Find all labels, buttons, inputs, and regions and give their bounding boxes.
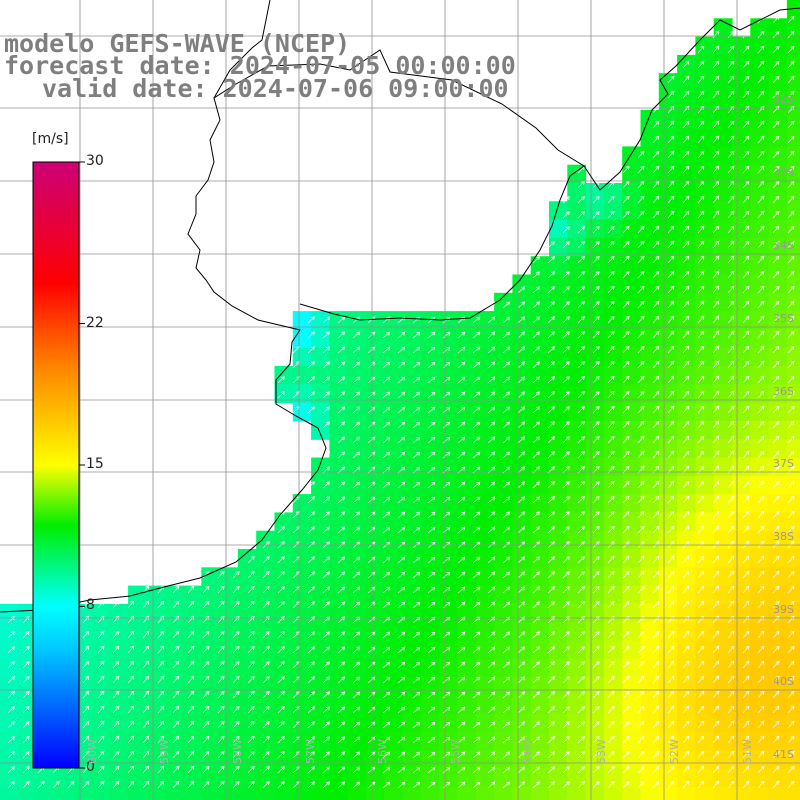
latitude-label: 36S — [773, 385, 794, 398]
valid-date: valid date: 2024-07-06 09:00:00 — [42, 74, 509, 103]
coastline — [0, 49, 585, 613]
latitude-label: 32S — [773, 93, 794, 106]
latitude-label: 34S — [773, 239, 794, 252]
latitude-label: 35S — [773, 312, 794, 325]
forecast-date: forecast date: 2024-07-05 00:00:00 — [4, 51, 516, 80]
border-line — [213, 0, 271, 99]
colorbar-tick-label: 15 — [86, 456, 104, 472]
model-title: modelo GEFS-WAVE (NCEP) — [4, 29, 351, 58]
latitude-label: 37S — [773, 457, 794, 470]
latitude-label: 38S — [773, 530, 794, 543]
colorbar-unit: [m/s] — [32, 131, 69, 147]
colorbar-tick-label: 30 — [86, 153, 104, 169]
colorbar-tick-label: 22 — [86, 314, 104, 331]
coastline-north — [583, 7, 800, 191]
colorbar — [32, 161, 80, 769]
colorbar-tick-label: 0 — [86, 759, 95, 775]
latitude-label: 40S — [773, 675, 794, 688]
latitude-label: 33S — [773, 166, 794, 179]
colorbar-tick-label: 8 — [86, 597, 95, 614]
latitude-label: 41S — [773, 748, 794, 761]
latitude-label: 39S — [773, 603, 794, 616]
